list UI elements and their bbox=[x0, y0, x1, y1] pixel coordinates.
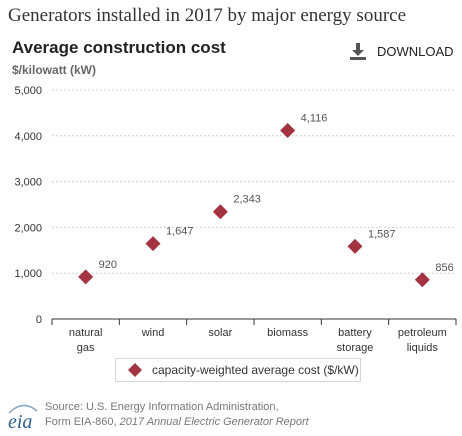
data-point-diamond bbox=[145, 236, 161, 252]
source-line-2: Form EIA-860, 2017 Annual Electric Gener… bbox=[45, 415, 309, 430]
data-label: 856 bbox=[435, 262, 453, 274]
x-tick-label: wind bbox=[141, 327, 165, 339]
source-report-title: 2017 Annual Electric Generator Report bbox=[119, 416, 309, 428]
x-tick-label: liquids bbox=[407, 342, 439, 354]
y-tick-label: 0 bbox=[36, 314, 42, 326]
data-label: 4,116 bbox=[301, 112, 328, 124]
download-label: DOWNLOAD bbox=[377, 43, 454, 59]
data-point-diamond bbox=[414, 272, 430, 288]
x-tick-label: storage bbox=[337, 342, 374, 354]
y-axis-unit-label: $/kilowatt (kW) bbox=[12, 63, 97, 77]
download-button[interactable]: DOWNLOAD bbox=[349, 42, 454, 60]
y-tick-label: 2,000 bbox=[14, 222, 42, 234]
download-icon bbox=[350, 43, 366, 60]
x-tick-label: biomass bbox=[267, 327, 308, 339]
data-label: 2,343 bbox=[233, 194, 261, 206]
source-line-2-plain: Form EIA-860, bbox=[45, 416, 120, 428]
y-tick-label: 1,000 bbox=[14, 268, 42, 280]
svg-text:eia: eia bbox=[8, 411, 32, 431]
page-title: Generators installed in 2017 by major en… bbox=[8, 5, 407, 26]
data-point-diamond bbox=[212, 204, 228, 220]
source-note: Source: U.S. Energy Information Administ… bbox=[45, 400, 309, 430]
x-tick-label: gas bbox=[77, 342, 95, 354]
data-point-diamond bbox=[78, 269, 94, 285]
data-point-diamond bbox=[347, 238, 363, 254]
data-label: 1,647 bbox=[166, 226, 194, 238]
data-label: 920 bbox=[99, 259, 117, 271]
chart-title: Average construction cost bbox=[12, 38, 226, 57]
y-tick-label: 4,000 bbox=[14, 131, 42, 143]
legend-diamond-icon bbox=[128, 363, 142, 377]
legend-label: capacity-weighted average cost ($/kW) bbox=[152, 363, 359, 377]
x-tick-label: natural bbox=[69, 327, 103, 339]
data-label: 1,587 bbox=[368, 228, 396, 240]
x-tick-label: solar bbox=[208, 327, 232, 339]
y-tick-label: 5,000 bbox=[14, 85, 42, 97]
y-tick-label: 3,000 bbox=[14, 177, 42, 189]
source-line-1: Source: U.S. Energy Information Administ… bbox=[45, 401, 279, 413]
eia-logo: eia bbox=[8, 404, 38, 431]
x-tick-label: petroleum bbox=[398, 327, 447, 339]
chart-plot: 0 1,000 2,000 3,000 4,000 5,000 natural gas wind… bbox=[14, 85, 457, 354]
x-tick-label: battery bbox=[338, 327, 372, 339]
chart-legend: capacity-weighted average cost ($/kW) bbox=[115, 358, 361, 382]
data-point-diamond bbox=[280, 122, 296, 138]
